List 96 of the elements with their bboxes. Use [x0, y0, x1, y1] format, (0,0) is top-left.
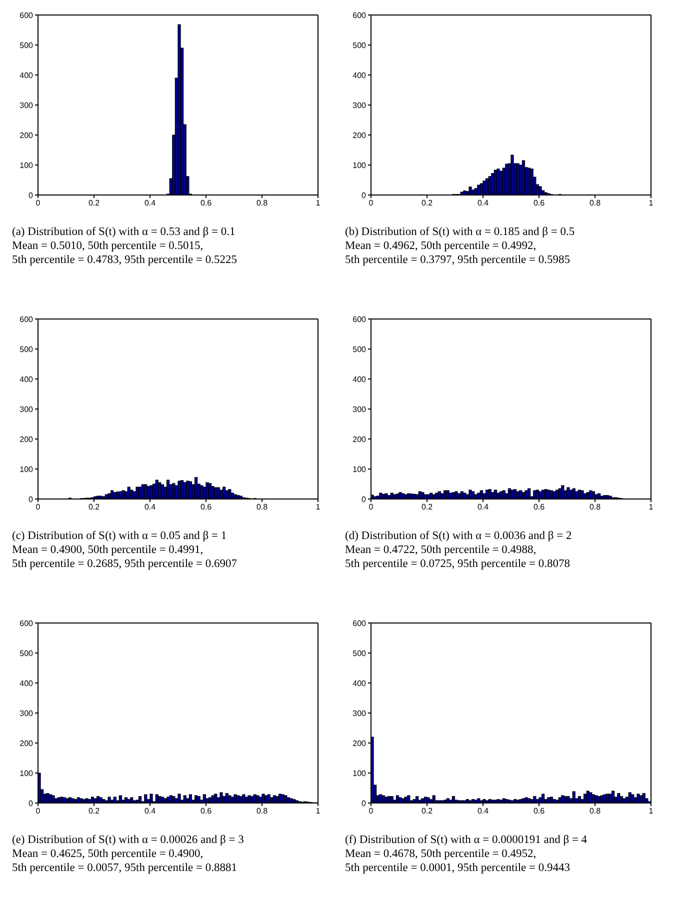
x-tick-label: 0.6 [533, 806, 546, 816]
y-tick-label: 300 [20, 100, 34, 110]
y-tick-label: 500 [352, 648, 367, 658]
text: 5th percentile = 0.2685, 95th percentile = 0.6907 [12, 557, 238, 571]
text: 5th percentile = 0.0001, 95th percentile = 0.9443 [345, 861, 572, 875]
text: Mean = 0.5010, 50th percentile = 0.5015, [12, 239, 204, 253]
text: (e) Distribution of S(t) with α = 0.00026 and β = 3 [12, 833, 245, 847]
x-tick-label: 0.8 [589, 806, 602, 816]
y-tick-label: 600 [352, 314, 367, 324]
y-tick-label: 400 [352, 374, 367, 384]
x-tick-label: 0.8 [589, 502, 602, 512]
text: (c) Distribution of S(t) with α = 0.05 and β = 1 [12, 529, 228, 543]
x-tick-label: 0.8 [589, 198, 602, 208]
y-tick-label: 100 [20, 160, 34, 170]
y-tick-label: 400 [20, 70, 34, 80]
text: (a) Distribution of S(t) with α = 0.53 and β = 0.1 [12, 225, 236, 239]
y-tick-label: 400 [20, 374, 34, 384]
y-tick-label: 0 [28, 190, 34, 200]
y-tick-label: 300 [20, 404, 34, 414]
x-tick-label: 0 [36, 198, 41, 208]
x-tick-label: 0 [368, 502, 374, 512]
y-tick-label: 300 [352, 100, 367, 110]
y-tick-label: 400 [352, 678, 367, 688]
x-tick-label: 0.4 [144, 502, 156, 512]
x-tick-label: 0.2 [421, 502, 434, 512]
x-tick-label: 0.2 [88, 198, 100, 208]
y-tick-label: 300 [352, 404, 367, 414]
x-tick-label: 0 [368, 806, 374, 816]
x-tick-label: 1 [648, 198, 654, 208]
x-tick-label: 0.2 [421, 198, 434, 208]
text: Mean = 0.4962, 50th percentile = 0.4992, [345, 239, 538, 253]
y-tick-label: 300 [20, 708, 34, 718]
x-tick-label: 0.2 [421, 806, 434, 816]
y-tick-label: 0 [28, 798, 34, 808]
y-tick-label: 100 [352, 160, 367, 170]
x-tick-label: 0.6 [200, 502, 212, 512]
y-tick-label: 100 [20, 464, 34, 474]
y-tick-label: 0 [28, 494, 34, 504]
y-tick-label: 0 [362, 190, 367, 200]
x-tick-label: 0 [36, 502, 41, 512]
x-tick-label: 0.2 [88, 806, 100, 816]
x-tick-label: 0.8 [256, 806, 268, 816]
text: Mean = 0.4900, 50th percentile = 0.4991, [12, 543, 204, 557]
text: (d) Distribution of S(t) with α = 0.0036 and β = 2 [345, 529, 573, 543]
text: 5th percentile = 0.4783, 95th percentile = 0.5225 [12, 253, 238, 267]
y-tick-label: 600 [20, 314, 34, 324]
y-tick-label: 500 [20, 40, 34, 50]
x-tick-label: 0 [36, 806, 41, 816]
y-tick-label: 0 [362, 494, 367, 504]
y-tick-label: 100 [352, 464, 367, 474]
y-tick-label: 200 [352, 434, 367, 444]
x-tick-label: 1 [648, 502, 654, 512]
y-tick-label: 600 [20, 10, 34, 20]
x-tick-label: 0.6 [533, 502, 546, 512]
y-tick-label: 500 [20, 344, 34, 354]
y-tick-label: 600 [20, 618, 34, 628]
y-tick-label: 100 [20, 768, 34, 778]
y-tick-label: 200 [352, 738, 367, 748]
y-tick-label: 200 [20, 434, 34, 444]
x-tick-label: 0 [368, 198, 374, 208]
text: Mean = 0.4678, 50th percentile = 0.4952, [345, 847, 538, 861]
x-tick-label: 0.4 [477, 502, 490, 512]
y-tick-label: 500 [352, 40, 367, 50]
x-tick-label: 0.4 [477, 198, 490, 208]
y-tick-label: 400 [352, 70, 367, 80]
x-tick-label: 1 [316, 198, 321, 208]
text: 5th percentile = 0.0057, 95th percentile = 0.8881 [12, 861, 238, 875]
y-tick-label: 200 [20, 738, 34, 748]
text: 5th percentile = 0.0725, 95th percentile = 0.8078 [345, 557, 572, 571]
y-tick-label: 200 [352, 130, 367, 140]
x-tick-label: 0.6 [200, 806, 212, 816]
x-tick-label: 0.6 [200, 198, 212, 208]
y-tick-label: 200 [20, 130, 34, 140]
y-tick-label: 600 [352, 10, 367, 20]
x-tick-label: 1 [316, 806, 321, 816]
y-tick-label: 600 [352, 618, 367, 628]
x-tick-label: 1 [648, 806, 654, 816]
text: (f) Distribution of S(t) with α = 0.0000191 and β = 4 [345, 833, 588, 847]
y-tick-label: 0 [362, 798, 367, 808]
x-tick-label: 0.2 [88, 502, 100, 512]
x-tick-label: 0.4 [144, 198, 156, 208]
y-tick-label: 400 [20, 678, 34, 688]
y-tick-label: 300 [352, 708, 367, 718]
y-tick-label: 500 [352, 344, 367, 354]
y-tick-label: 500 [20, 648, 34, 658]
y-tick-label: 100 [352, 768, 367, 778]
text: 5th percentile = 0.3797, 95th percentile = 0.5985 [345, 253, 572, 267]
x-tick-label: 1 [316, 502, 321, 512]
x-tick-label: 0.8 [256, 502, 268, 512]
x-tick-label: 0.4 [477, 806, 490, 816]
text: Mean = 0.4625, 50th percentile = 0.4900, [12, 847, 204, 861]
x-tick-label: 0.4 [144, 806, 156, 816]
text: Mean = 0.4722, 50th percentile = 0.4988, [345, 543, 538, 557]
text: (b) Distribution of S(t) with α = 0.185 and β = 0.5 [345, 225, 576, 239]
x-tick-label: 0.6 [533, 198, 546, 208]
x-tick-label: 0.8 [256, 198, 268, 208]
